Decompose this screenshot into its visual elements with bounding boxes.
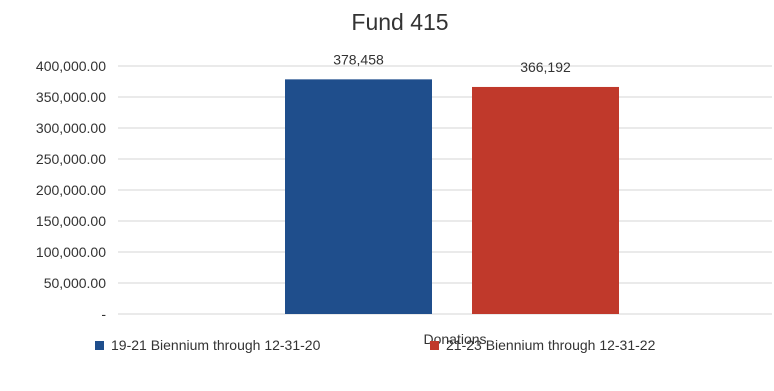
legend-label-series-2: 21-23 Biennium through 12-31-22 <box>446 337 656 353</box>
x-axis-categories: Donations <box>423 331 486 347</box>
data-labels: 378,458 366,192 <box>333 51 571 75</box>
y-tick-label: - <box>101 306 106 322</box>
y-axis-ticks: - 50,000.00 100,000.00 150,000.00 200,000.00… <box>36 58 106 322</box>
legend-item-series-2: 21-23 Biennium through 12-31-22 <box>430 337 655 353</box>
legend: 19-21 Biennium through 12-31-20 21-23 Bi… <box>0 337 774 361</box>
data-label-series-1: 378,458 <box>333 51 384 67</box>
y-tick-label: 350,000.00 <box>36 89 106 105</box>
y-tick-label: 300,000.00 <box>36 120 106 136</box>
gridlines <box>118 65 772 315</box>
legend-swatch-series-1 <box>95 340 104 350</box>
y-tick-label: 150,000.00 <box>36 213 106 229</box>
y-tick-label: 400,000.00 <box>36 58 106 74</box>
legend-label-series-1: 19-21 Biennium through 12-31-20 <box>111 337 321 353</box>
legend-swatch-series-2 <box>430 340 439 350</box>
legend-item-series-1: 19-21 Biennium through 12-31-20 <box>95 337 320 353</box>
bars <box>285 79 619 314</box>
bar-series-1 <box>285 79 432 314</box>
y-tick-label: 50,000.00 <box>44 275 106 291</box>
y-tick-label: 100,000.00 <box>36 244 106 260</box>
bar-series-2 <box>472 86 619 314</box>
y-tick-label: 250,000.00 <box>36 151 106 167</box>
chart-title: Fund 415 <box>351 9 448 35</box>
category-label: Donations <box>423 331 486 347</box>
y-tick-label: 200,000.00 <box>36 182 106 198</box>
data-label-series-2: 366,192 <box>520 59 571 75</box>
